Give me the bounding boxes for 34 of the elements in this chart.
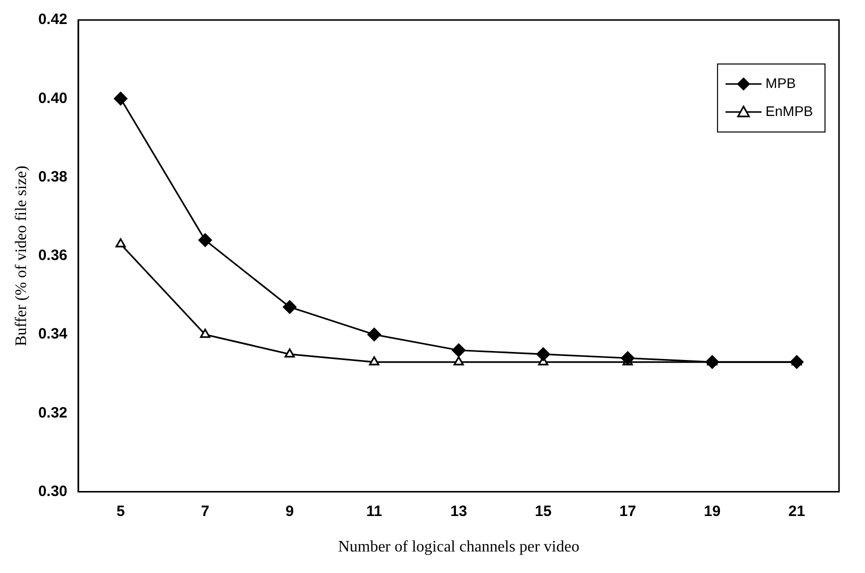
- x-tick-label: 5: [116, 502, 125, 520]
- x-tick-label: 9: [286, 502, 294, 520]
- point: [705, 355, 720, 369]
- point: [367, 328, 381, 342]
- y-tick-label: 0.38: [38, 168, 68, 186]
- point: [454, 356, 464, 366]
- x-tick-label: 13: [450, 502, 468, 520]
- y-tick-label: 0.34: [38, 326, 68, 343]
- point: [282, 300, 296, 314]
- y-tick-label: 0.32: [38, 404, 68, 422]
- y-axis-title: Buffer (% of video file size): [12, 166, 30, 346]
- point: [790, 355, 804, 369]
- point: [198, 233, 212, 247]
- y-tick-label: 0.40: [38, 90, 68, 107]
- legend-label: EnMPB: [766, 102, 814, 119]
- x-tick-label: 21: [788, 502, 806, 520]
- y-tick-label: 0.36: [38, 247, 68, 264]
- point: [116, 238, 126, 248]
- y-tick-label: 0.42: [38, 11, 68, 28]
- point: [284, 348, 295, 358]
- x-axis-title: Number of logical channels per video: [338, 538, 580, 556]
- x-tick-label: 19: [704, 502, 721, 520]
- point: [620, 351, 635, 365]
- x-tick-label: 17: [619, 502, 636, 520]
- point: [114, 92, 128, 106]
- x-tick-label: 15: [534, 502, 552, 520]
- point: [369, 356, 380, 366]
- point: [200, 328, 210, 338]
- y-tick-label: 0.30: [38, 482, 68, 500]
- x-tick-label: 7: [200, 502, 210, 520]
- x-tick-label: 11: [366, 502, 382, 520]
- point: [452, 343, 466, 358]
- legend-label: MPB: [766, 74, 796, 91]
- point: [536, 347, 550, 361]
